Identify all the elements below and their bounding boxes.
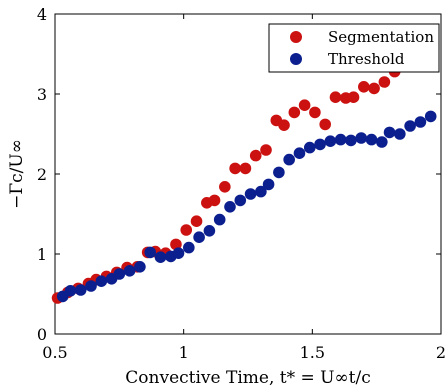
legend-marker-threshold	[290, 53, 302, 65]
data-point-segmentation	[288, 106, 301, 119]
data-point-segmentation	[309, 106, 321, 119]
data-point-threshold	[85, 280, 97, 292]
data-point-threshold	[404, 120, 416, 132]
data-point-threshold	[394, 128, 406, 140]
legend-label-segmentation: Segmentation	[328, 28, 434, 46]
data-point-threshold	[123, 265, 136, 277]
data-point-threshold	[154, 251, 167, 263]
data-point-threshold	[314, 138, 326, 151]
data-point-segmentation	[260, 144, 272, 156]
axis-ticks: 0.5 1 1.5 2 0 1 2 3 4	[37, 5, 446, 362]
data-point-threshold	[144, 246, 157, 259]
data-point-segmentation	[298, 99, 311, 111]
y-tick-label: 1	[37, 245, 47, 264]
data-point-segmentation	[329, 91, 342, 103]
data-point-threshold	[193, 231, 205, 243]
legend-label-threshold: Threshold	[328, 50, 405, 68]
data-point-segmentation	[368, 82, 380, 95]
data-point-threshold	[293, 147, 306, 159]
y-tick-label: 2	[37, 165, 47, 184]
x-tick-label: 0.5	[42, 343, 67, 362]
data-point-threshold	[262, 178, 275, 191]
data-point-segmentation	[358, 81, 370, 93]
data-point-segmentation	[180, 224, 193, 236]
data-point-segmentation	[278, 119, 290, 131]
data-point-threshold	[244, 188, 257, 200]
x-tick-label: 2	[436, 343, 446, 362]
data-point-threshold	[383, 126, 396, 139]
series-threshold	[56, 110, 437, 303]
data-point-segmentation	[170, 238, 182, 251]
data-point-threshold	[113, 268, 126, 280]
data-point-threshold	[414, 116, 427, 128]
y-tick-label: 3	[37, 85, 47, 104]
data-point-threshold	[424, 110, 437, 123]
data-point-threshold	[134, 261, 146, 273]
data-point-threshold	[376, 136, 388, 148]
data-point-threshold	[345, 134, 357, 147]
data-point-threshold	[303, 141, 316, 154]
data-point-threshold	[355, 132, 368, 144]
data-point-threshold	[64, 285, 77, 297]
data-point-threshold	[224, 201, 236, 213]
legend: Segmentation Threshold	[268, 23, 440, 73]
data-point-segmentation	[319, 118, 332, 131]
x-tick-label: 1.5	[300, 343, 325, 362]
data-point-segmentation	[208, 194, 221, 207]
x-tick-label: 1	[179, 343, 189, 362]
data-point-segmentation	[378, 76, 391, 88]
data-point-threshold	[74, 284, 87, 296]
data-point-segmentation	[229, 162, 241, 175]
data-point-threshold	[213, 213, 226, 226]
data-point-segmentation	[239, 162, 252, 175]
data-point-threshold	[203, 225, 216, 237]
y-tick-label: 0	[37, 325, 47, 344]
data-point-threshold	[334, 133, 347, 146]
y-axis-label: −Γc/U∞	[7, 139, 27, 209]
data-point-threshold	[273, 166, 285, 179]
legend-marker-segmentation	[290, 31, 302, 43]
data-point-threshold	[255, 185, 267, 198]
data-point-threshold	[172, 247, 185, 259]
data-point-threshold	[183, 241, 195, 254]
data-point-segmentation	[190, 215, 203, 227]
data-point-threshold	[234, 194, 247, 207]
data-point-threshold	[283, 153, 295, 166]
data-point-segmentation	[219, 181, 231, 193]
data-point-segmentation	[347, 91, 360, 103]
data-point-threshold	[365, 133, 378, 146]
data-point-threshold	[95, 275, 108, 288]
data-point-segmentation	[249, 149, 262, 162]
y-tick-label: 4	[37, 5, 47, 24]
series-layer	[51, 46, 440, 304]
x-axis-label: Convective Time, t* = U∞t/c	[125, 368, 370, 388]
data-point-threshold	[324, 135, 337, 147]
